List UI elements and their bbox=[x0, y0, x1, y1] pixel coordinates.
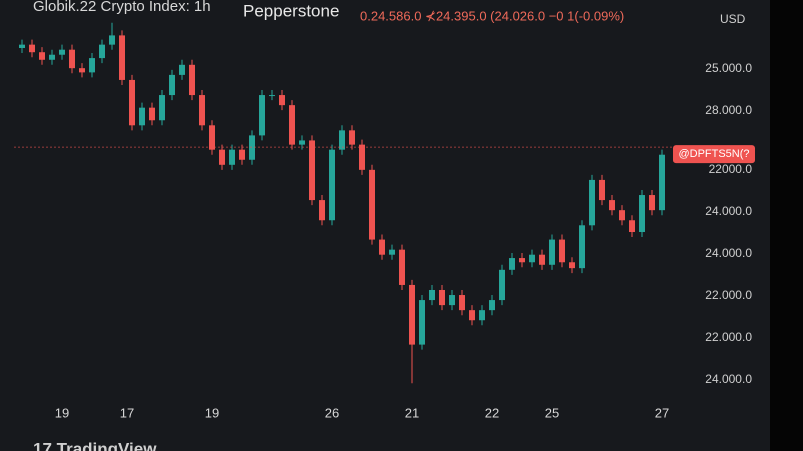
y-tick-label: 22.000.0 bbox=[705, 288, 752, 302]
candle-body bbox=[549, 239, 555, 265]
screen-bezel bbox=[770, 0, 803, 451]
candle-body bbox=[189, 64, 195, 96]
candle-body bbox=[599, 179, 605, 201]
candle-body bbox=[119, 35, 125, 80]
candle-body bbox=[529, 254, 535, 263]
x-tick-label: 19 bbox=[55, 405, 69, 420]
candle-body bbox=[379, 239, 385, 255]
candle-body bbox=[19, 44, 25, 49]
candle-body bbox=[469, 310, 475, 321]
candle-body bbox=[129, 79, 135, 126]
candle-body bbox=[459, 295, 465, 311]
candle-body bbox=[39, 52, 45, 60]
currency: USD bbox=[720, 12, 746, 26]
candle-body bbox=[239, 149, 245, 160]
candle-body bbox=[109, 35, 115, 45]
price-label-box bbox=[673, 145, 755, 164]
candle-body bbox=[149, 107, 155, 121]
candle-body bbox=[399, 249, 405, 285]
candle-body bbox=[609, 200, 615, 211]
candle-body bbox=[209, 125, 215, 150]
candle-body bbox=[409, 284, 415, 345]
candle-body bbox=[169, 74, 175, 96]
candle-body bbox=[89, 58, 95, 73]
y-tick-label: 24.000.0 bbox=[705, 372, 752, 386]
candle-body bbox=[219, 149, 225, 165]
x-tick-label: 21 bbox=[405, 405, 419, 420]
candle-body bbox=[139, 107, 145, 126]
x-tick-label: 17 bbox=[120, 405, 134, 420]
candle-body bbox=[179, 64, 185, 75]
candle-body bbox=[79, 68, 85, 73]
y-tick-label: 25.000.0 bbox=[705, 61, 752, 75]
chart-background bbox=[0, 0, 770, 451]
candle-body bbox=[439, 289, 445, 306]
candle-body bbox=[539, 254, 545, 265]
candle-body bbox=[579, 225, 585, 269]
x-tick-label: 19 bbox=[205, 405, 219, 420]
chart-title: Globik.22 Crypto Index: 1h bbox=[33, 0, 211, 15]
candle-body bbox=[449, 295, 455, 306]
candle-body bbox=[619, 210, 625, 221]
candle-body bbox=[49, 54, 55, 60]
y-tick-label: 22000.0 bbox=[709, 162, 753, 176]
ohlc-text: 0.24.586.0 ⊀24.395.0 (24.026.0 −0 1(-0.0… bbox=[360, 8, 624, 23]
candle-body bbox=[589, 179, 595, 226]
source: Pepperstone bbox=[243, 1, 339, 20]
candle-body bbox=[659, 154, 665, 211]
candle-body bbox=[249, 135, 255, 160]
x-tick-label: 27 bbox=[655, 405, 669, 420]
candle-body bbox=[29, 44, 35, 53]
candle-body bbox=[479, 310, 485, 321]
candle-body bbox=[349, 130, 355, 145]
candle-body bbox=[419, 300, 425, 345]
candle-body bbox=[59, 49, 65, 55]
candle-body bbox=[159, 95, 165, 121]
candle-body bbox=[269, 95, 275, 97]
candle-body bbox=[299, 140, 305, 145]
candle-body bbox=[279, 95, 285, 106]
candle-body bbox=[329, 149, 335, 221]
candle-body bbox=[649, 195, 655, 211]
candle-body bbox=[499, 269, 505, 301]
candle-body bbox=[69, 49, 75, 69]
x-tick-label: 22 bbox=[485, 405, 499, 420]
candle-body bbox=[339, 130, 345, 150]
x-tick-label: 25 bbox=[545, 405, 559, 420]
candle-body bbox=[639, 195, 645, 233]
candle-body bbox=[519, 258, 525, 263]
candle-body bbox=[429, 289, 435, 301]
y-tick-label: 24.000.0 bbox=[705, 204, 752, 218]
candle-body bbox=[229, 149, 235, 165]
candle-body bbox=[309, 140, 315, 201]
candle-body bbox=[569, 262, 575, 269]
x-tick-label: 26 bbox=[325, 405, 339, 420]
candle-body bbox=[259, 95, 265, 136]
candle-body bbox=[369, 169, 375, 240]
candle-body bbox=[319, 200, 325, 221]
candle-body bbox=[99, 44, 105, 59]
price-label: @DPFTS5N(? bbox=[678, 148, 749, 160]
y-tick-label: 22.000.0 bbox=[705, 330, 752, 344]
candle-body bbox=[199, 95, 205, 126]
candle-body bbox=[489, 300, 495, 311]
candle-body bbox=[559, 239, 565, 263]
y-tick-label: 24.000.0 bbox=[705, 246, 752, 260]
candle-body bbox=[289, 105, 295, 145]
y-tick-label: 28.000.0 bbox=[705, 103, 752, 117]
candle-body bbox=[389, 249, 395, 255]
logo: 17 TradingView bbox=[33, 439, 157, 451]
candle-body bbox=[509, 258, 515, 270]
candle-body bbox=[629, 220, 635, 233]
candle-body bbox=[359, 144, 365, 170]
